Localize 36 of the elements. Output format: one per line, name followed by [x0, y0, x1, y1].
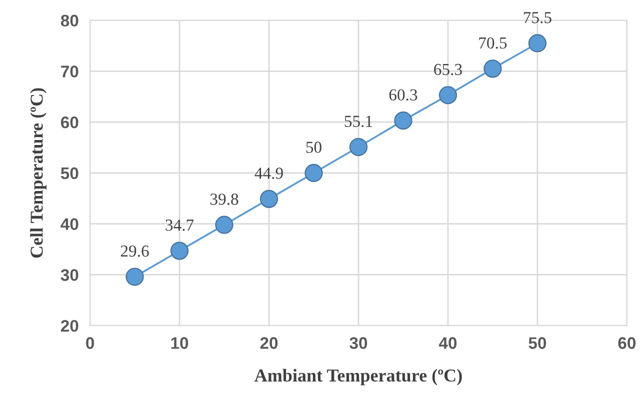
x-axis-title: Ambiant Temperature (ºC)	[254, 368, 462, 386]
data-label: 65.3	[434, 64, 462, 76]
data-label: 75.5	[524, 12, 552, 24]
x-tick-label: 20	[260, 337, 278, 349]
data-label: 55.1	[344, 116, 372, 128]
y-tick-label: 80	[60, 14, 78, 27]
x-tick-label: 50	[528, 337, 546, 349]
y-tick-label: 70	[61, 66, 78, 78]
x-tick-label: 10	[171, 337, 188, 349]
point	[349, 138, 368, 156]
point	[438, 86, 458, 104]
y-tick-label: 20	[60, 320, 78, 332]
data-label: 39.8	[210, 194, 238, 205]
y-axis-title: Cell Temperature (ºC)	[30, 88, 46, 258]
x-tick-label: 60	[618, 337, 636, 349]
y-tick-label: 30	[60, 269, 78, 281]
point	[215, 216, 234, 234]
data-label: 70.5	[479, 37, 507, 49]
y-tick-label: 60	[60, 116, 78, 128]
data-label: 50	[306, 142, 322, 153]
data-label: 34.7	[166, 220, 194, 231]
x-tick-label: 0	[86, 337, 94, 349]
point	[484, 60, 502, 78]
point	[260, 190, 278, 208]
y-tick-label: 50	[60, 167, 78, 180]
data-label: 44.9	[254, 168, 283, 179]
x-tick-label: 40	[438, 337, 457, 349]
point	[170, 242, 189, 260]
point	[304, 164, 323, 182]
data-label: 60.3	[389, 89, 418, 101]
point	[528, 34, 546, 52]
point	[394, 112, 412, 130]
data-label: 29.6	[120, 246, 149, 257]
point	[126, 268, 144, 286]
x-tick-label: 30	[350, 337, 368, 349]
y-tick-label: 40	[60, 218, 78, 230]
